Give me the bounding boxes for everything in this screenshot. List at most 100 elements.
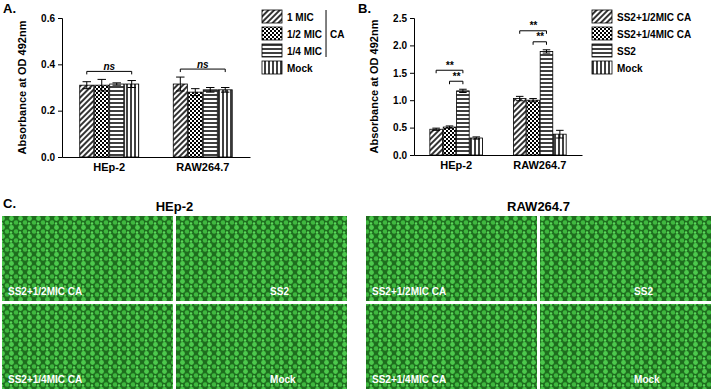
legend-label: SS2+1/4MIC CA [617, 29, 691, 40]
x-axis: HEp-2 RAW264.7 [63, 157, 251, 173]
error-bar [98, 79, 106, 91]
error-bar [127, 81, 135, 88]
legend: 1 MIC 1/2 MIC 1/4 MIC Mock CA [262, 10, 344, 74]
bar [457, 91, 470, 155]
tick-label: 0.4 [41, 59, 55, 70]
tick-label: 1.0 [393, 95, 407, 106]
tick-mark [58, 157, 62, 158]
bar [430, 129, 443, 155]
x-tick: RAW264.7 [176, 157, 229, 173]
error-bar [432, 128, 440, 130]
micrograph-label: SS2+1/4MIC CA [8, 374, 82, 385]
bar [527, 100, 540, 155]
tick-label: 0.0 [393, 150, 407, 161]
axis-line [415, 155, 583, 156]
legend-note: CA [330, 29, 344, 40]
significance-label: ns [197, 59, 209, 70]
x-tick: HEp-2 [440, 155, 472, 171]
micrograph [540, 304, 711, 389]
y-tick: 0.0 [41, 152, 62, 163]
tick-mark [410, 128, 414, 129]
legend-swatch [262, 44, 282, 57]
legend-label: 1 MIC [287, 12, 314, 23]
legend-label: 1/2 MIC [287, 29, 322, 40]
y-tick: 0.6 [41, 13, 62, 24]
micrograph-label: SS2 [634, 286, 653, 297]
y-tick: 1.0 [393, 95, 414, 106]
significance-label: ns [103, 61, 115, 72]
y-tick: 0.2 [41, 105, 62, 116]
bar [173, 84, 187, 157]
tick-label: 2.5 [393, 13, 407, 24]
error-bar [516, 96, 524, 100]
tick-mark [58, 64, 62, 65]
legend-label: 1/4 MIC [287, 46, 322, 57]
bar [188, 92, 202, 157]
plot-area [430, 50, 566, 155]
axis-line [58, 19, 63, 158]
error-bar [473, 137, 481, 139]
y-tick: 0.0 [393, 150, 414, 161]
y-tick: 0.4 [41, 59, 62, 70]
image-group: HEp-2SS2+1/2MIC CASS2SS2+1/4MIC CAMock [2, 199, 347, 389]
category-label: RAW264.7 [513, 159, 566, 171]
legend: SS2+1/2MIC CASS2+1/4MIC CASS2Mock [592, 10, 691, 74]
x-tick: HEp-2 [93, 157, 125, 173]
figure: 0.0 0.2 0.4 0.6 HEp-2 RAW264.7 Absorbance at O… [0, 0, 713, 390]
significance-label: ** [452, 71, 461, 82]
tick-mark [58, 111, 62, 112]
bar [95, 85, 109, 157]
y-axis: 0.0 0.2 0.4 0.6 [41, 13, 62, 163]
error-bar [191, 89, 199, 96]
bar [203, 90, 217, 157]
legend-label: Mock [287, 63, 313, 74]
tick-label: 0.0 [41, 152, 55, 163]
bar [110, 84, 124, 157]
tick-mark [58, 18, 62, 19]
micrograph [366, 304, 537, 389]
tick-label: 1.5 [393, 68, 407, 79]
bar [443, 127, 456, 155]
micrograph [2, 216, 173, 301]
legend-swatch [592, 10, 612, 23]
y-tick: 2.0 [393, 40, 414, 51]
tick-mark [410, 18, 414, 19]
category-label: RAW264.7 [176, 161, 229, 173]
legend-swatch [262, 27, 282, 40]
tick-mark [410, 100, 414, 101]
y-axis: 0.00.51.01.52.02.5 [393, 13, 414, 161]
y-axis-title: Absorbance at OD 492nm [16, 20, 28, 154]
panel-label: A. [3, 1, 16, 16]
tick-mark [410, 73, 414, 74]
legend-swatch [592, 44, 612, 57]
bar [218, 90, 232, 157]
error-bar [459, 89, 467, 92]
chart-0: 0.0 0.2 0.4 0.6 HEp-2 RAW264.7 Absorbance at O… [16, 13, 251, 173]
legend-swatch [262, 61, 282, 74]
significance-label: ** [536, 31, 545, 42]
y-axis-title: Absorbance at OD 492nm [368, 19, 380, 153]
x-tick: RAW264.7 [513, 155, 566, 171]
chart-1: 0.00.51.01.52.02.5HEp-2RAW264.7Absorbanc… [368, 13, 583, 171]
micrograph [2, 304, 173, 389]
panel-label: B. [358, 1, 371, 16]
image-group-title: RAW264.7 [507, 199, 570, 214]
error-bar [221, 88, 229, 93]
legend-swatch [592, 61, 612, 74]
micrograph-label: SS2+1/2MIC CA [8, 286, 82, 297]
micrograph-label: SS2+1/2MIC CA [372, 286, 446, 297]
error-bar [446, 126, 454, 128]
x-axis: HEp-2 RAW264.7 [415, 155, 583, 171]
y-tick: 2.5 [393, 13, 414, 24]
bar [540, 51, 553, 155]
category-label: HEp-2 [440, 159, 472, 171]
image-group-title: HEp-2 [156, 199, 194, 214]
error-bar [529, 99, 537, 102]
bar [470, 138, 483, 155]
tick-label: 2.0 [393, 40, 407, 51]
image-group: RAW264.7SS2+1/2MIC CASS2SS2+1/4MIC CAMoc… [366, 199, 711, 389]
micrograph [540, 216, 711, 301]
y-tick: 1.5 [393, 68, 414, 79]
bar [125, 84, 139, 157]
axis-line [63, 157, 251, 158]
